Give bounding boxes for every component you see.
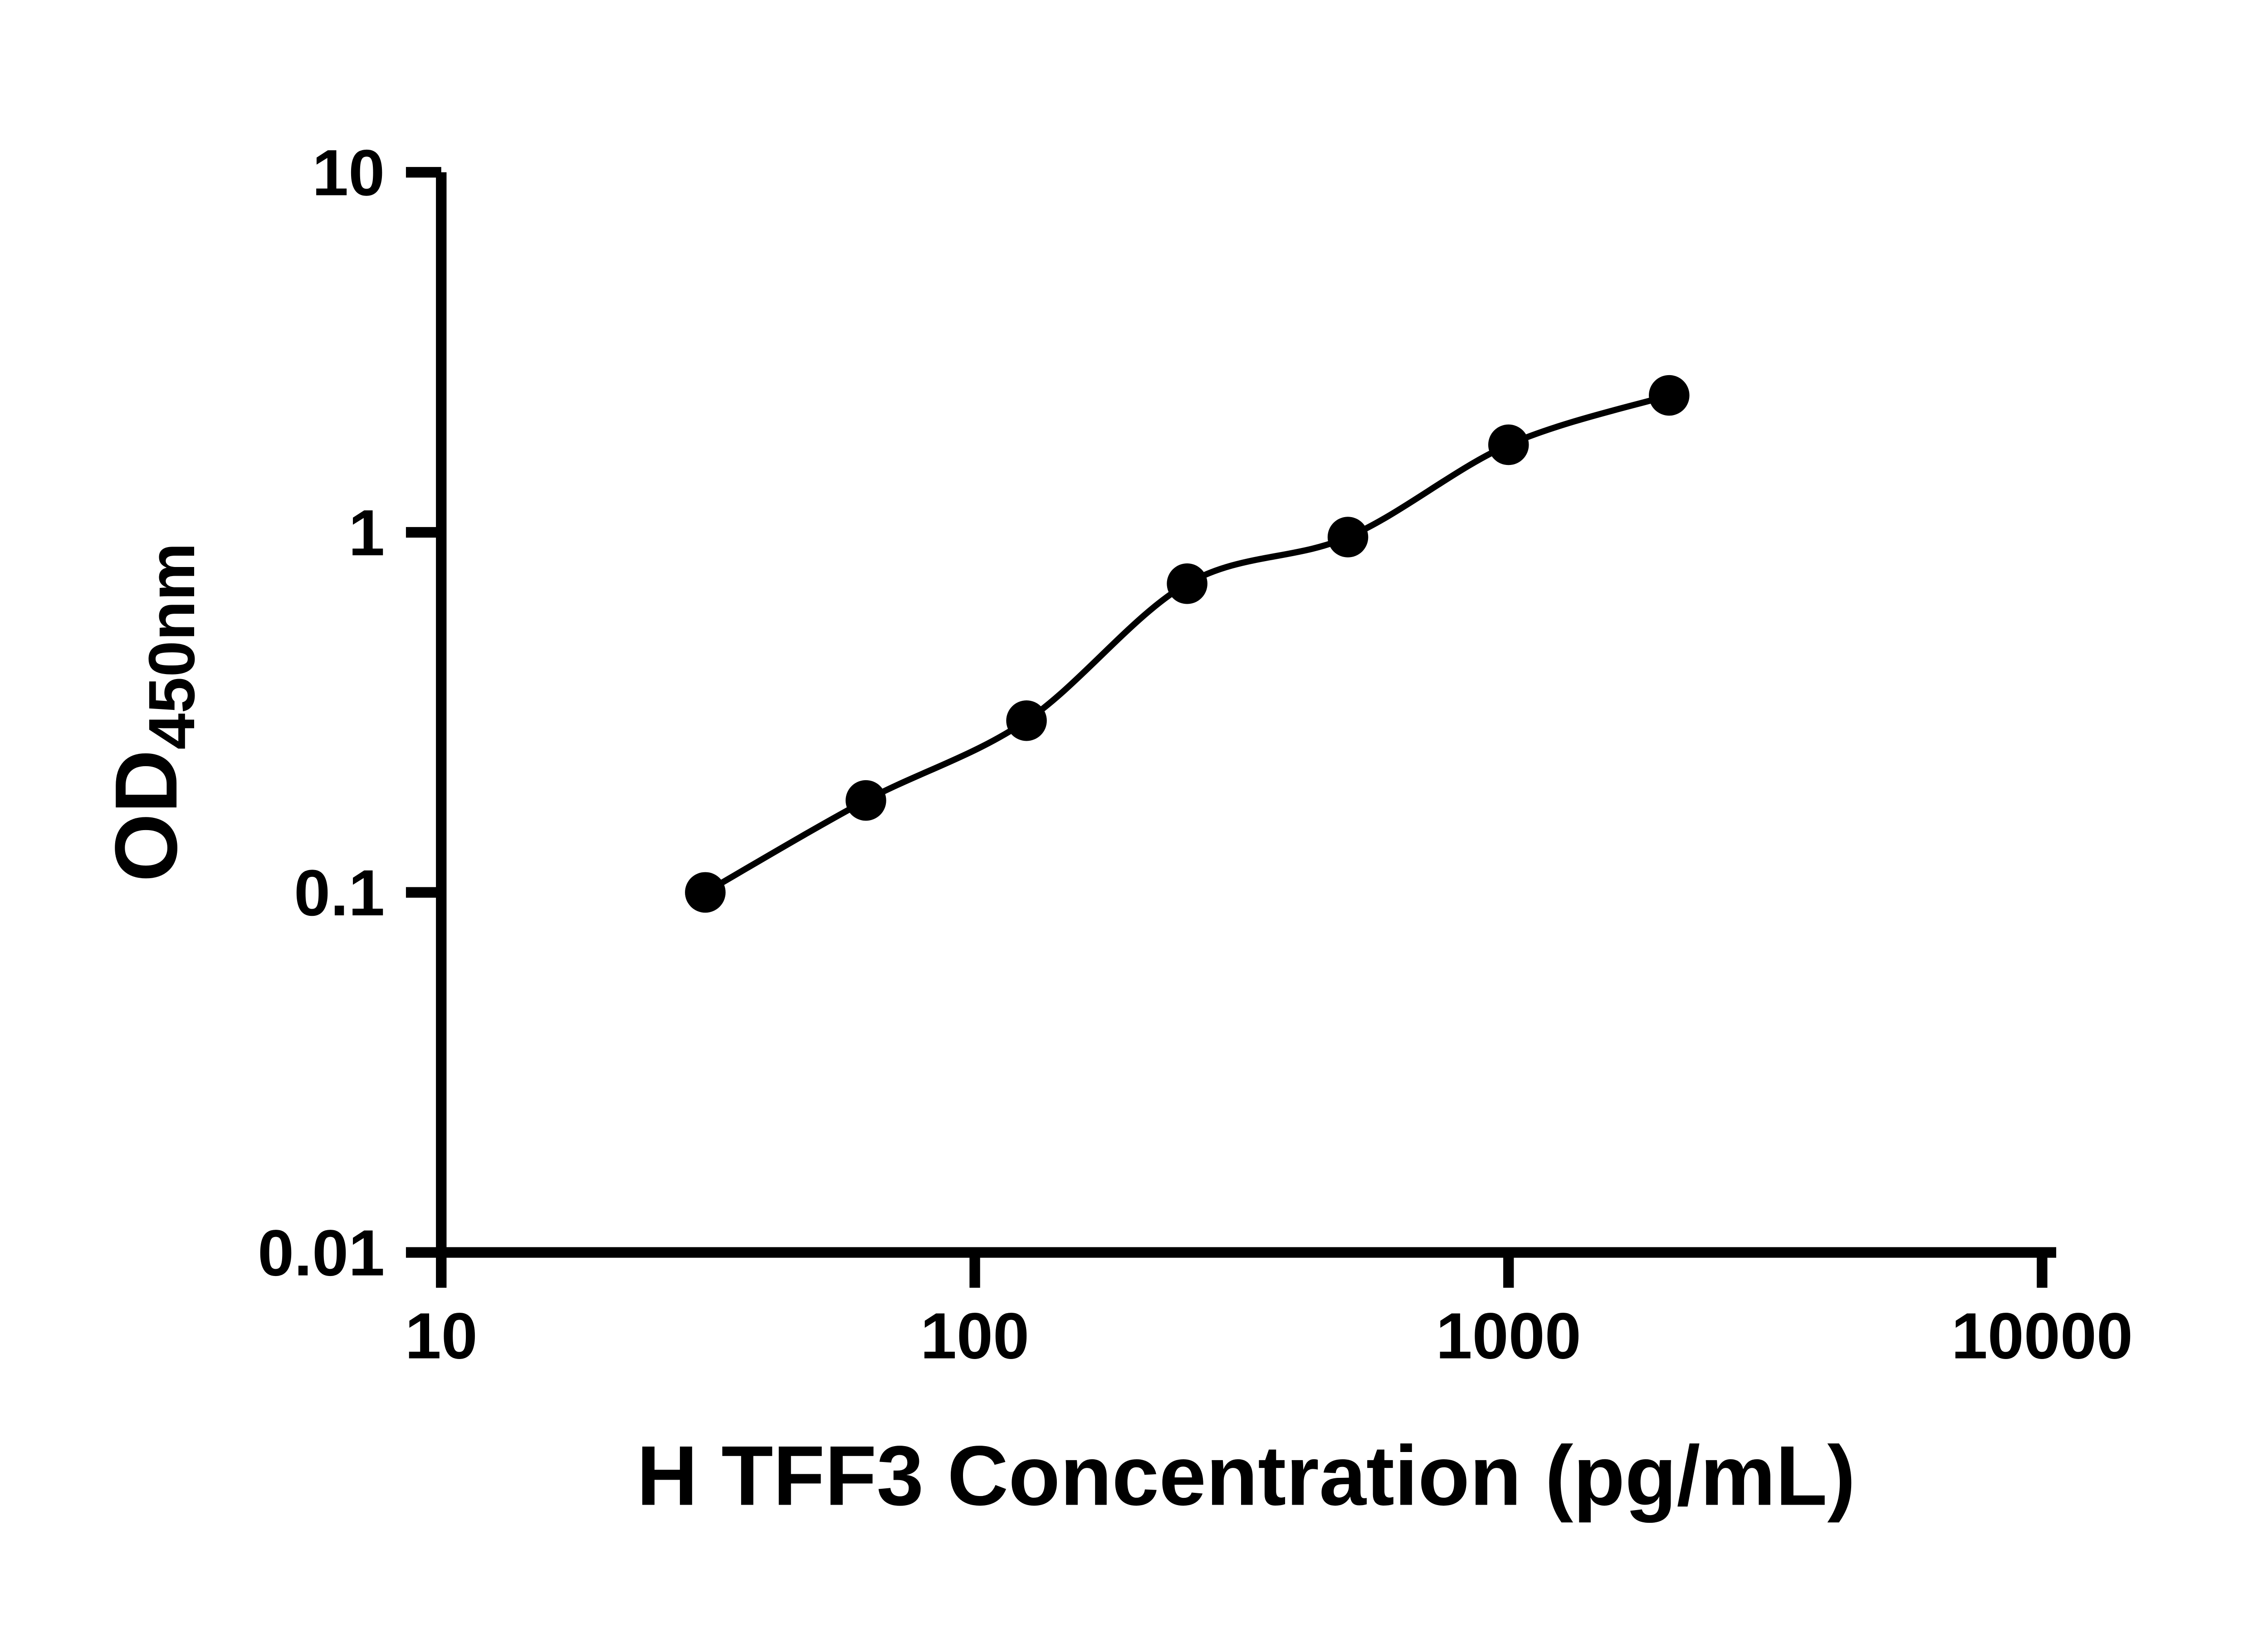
fit-curve — [704, 392, 1670, 895]
svg-text:OD450nm: OD450nm — [97, 543, 208, 882]
y-tick-label: 1 — [348, 496, 385, 569]
data-point — [1006, 700, 1047, 741]
data-point — [1167, 563, 1207, 604]
y-axis-title-main: OD — [97, 750, 196, 882]
x-axis-title: H TFF3 Concentration (pg/mL) — [637, 1428, 1856, 1523]
data-point — [685, 872, 726, 913]
y-axis-title: OD450nm — [97, 543, 208, 882]
axis-lines — [436, 172, 2057, 1258]
data-point — [846, 780, 886, 821]
y-tick-label: 0.1 — [294, 856, 385, 929]
y-tick-label: 10 — [312, 136, 385, 209]
y-axis-title-subscript: 450nm — [135, 543, 208, 749]
data-point — [1649, 375, 1690, 416]
plot-area: 10 100 1000 10000 0.01 0.1 1 10 — [258, 136, 2133, 1372]
data-point — [1327, 517, 1369, 557]
x-tick-label: 1000 — [1436, 1300, 1581, 1373]
x-tick-label: 10 — [405, 1300, 478, 1373]
data-point — [1488, 424, 1529, 465]
y-tick-label: 0.01 — [258, 1217, 385, 1290]
x-tick-label: 10000 — [1951, 1300, 2133, 1373]
x-tick-label: 100 — [920, 1300, 1029, 1373]
